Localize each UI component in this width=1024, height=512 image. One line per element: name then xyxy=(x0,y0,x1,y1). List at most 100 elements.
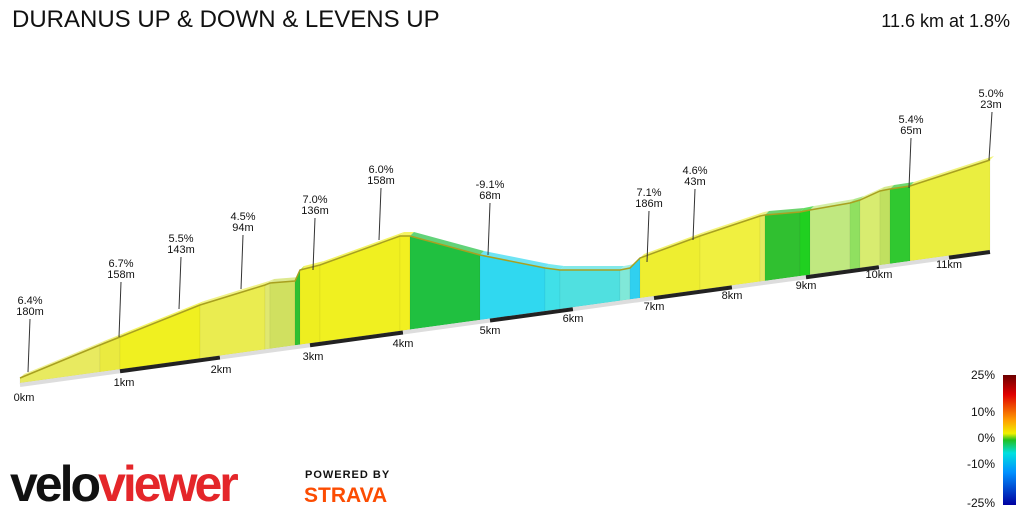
grade-legend-bar xyxy=(1003,375,1016,505)
strava: STRAVA xyxy=(304,484,387,507)
distance-label: 3km xyxy=(303,351,324,363)
profile-slice xyxy=(299,264,321,345)
annotation-leader xyxy=(646,210,650,263)
profile-top xyxy=(560,266,624,270)
annotation-length: 158m xyxy=(107,269,135,281)
profile-slice xyxy=(319,235,401,343)
legend-label: -25% xyxy=(967,496,995,510)
annotation-grade: 7.0% xyxy=(302,194,327,206)
annotation-leader xyxy=(312,217,316,271)
legend-label: -10% xyxy=(967,457,995,471)
legend-label: 25% xyxy=(971,368,995,382)
annotation-leader xyxy=(988,111,993,161)
annotation-leader xyxy=(118,281,122,338)
profile-top xyxy=(620,264,634,270)
distance-label: 9km xyxy=(796,280,817,292)
profile-slice xyxy=(119,304,201,370)
profile-top xyxy=(480,251,549,268)
profile-top xyxy=(270,277,299,283)
profile-slice xyxy=(699,215,761,291)
profile-top xyxy=(800,206,814,212)
annotation-grade: -9.1% xyxy=(476,179,505,191)
distance-strip xyxy=(948,250,991,260)
profile-top xyxy=(765,208,804,215)
annotation-length: 180m xyxy=(16,306,44,318)
profile-slice xyxy=(264,282,271,350)
profile-slice xyxy=(269,280,296,350)
annotation-leader xyxy=(178,256,182,310)
profile-slice xyxy=(909,159,991,262)
annotation-grade: 6.7% xyxy=(108,258,133,270)
annotation-leader xyxy=(908,137,912,189)
distance-strip xyxy=(402,318,491,335)
distance-strip xyxy=(489,307,574,323)
profile-top xyxy=(890,182,914,189)
annotation-grade: 4.5% xyxy=(230,211,255,223)
profile-slice xyxy=(764,211,801,282)
annotation-grade: 6.0% xyxy=(368,164,393,176)
distance-label: 4km xyxy=(393,338,414,350)
distance-strip xyxy=(805,265,880,280)
annotation-length: 65m xyxy=(900,125,921,137)
labels: 0km 1km 2km 3km 4km 5km 6km 7km 8km 9km 10km 11km 6.… xyxy=(14,88,1004,404)
profile-slice xyxy=(399,235,411,332)
annotation-leader xyxy=(240,234,244,290)
profile-slice xyxy=(859,190,881,269)
profile-slice xyxy=(294,269,301,346)
annotation-length: 158m xyxy=(367,175,395,187)
annotation-length: 23m xyxy=(980,99,1001,111)
distance-strip xyxy=(731,275,807,290)
profile-top xyxy=(810,199,854,210)
annotation-length: 68m xyxy=(479,190,500,202)
distance-label: 7km xyxy=(644,301,665,313)
distance-label: 0km xyxy=(14,392,35,404)
logo: veloviewer xyxy=(10,456,238,512)
profile-ridge xyxy=(19,159,991,379)
annotation-length: 94m xyxy=(232,222,253,234)
profile-slice xyxy=(889,185,911,264)
annotation-grade: 6.4% xyxy=(17,295,42,307)
distance-label: 11km xyxy=(936,259,962,271)
distance-strip xyxy=(653,285,733,301)
summary: 11.6 km at 1.8% xyxy=(881,11,1010,31)
profile-top xyxy=(400,232,414,236)
profile-top xyxy=(880,185,894,191)
profile-slice xyxy=(629,257,641,300)
profile-slice xyxy=(879,188,891,266)
annotation-grade: 7.1% xyxy=(636,187,661,199)
profile-slice xyxy=(799,209,811,277)
profile-slice xyxy=(849,199,861,270)
annotation-leader xyxy=(692,188,696,241)
annotation-grade: 4.6% xyxy=(682,165,707,177)
profile-slice xyxy=(619,267,631,302)
distance-label: 5km xyxy=(480,325,501,337)
annotation-length: 136m xyxy=(301,205,329,217)
distance-strip xyxy=(219,343,311,360)
annotation-grade: 5.4% xyxy=(898,114,923,126)
annotation-leader xyxy=(27,318,31,373)
distance-label: 1km xyxy=(114,377,135,389)
distance-label: 6km xyxy=(563,313,584,325)
title: DURANUS UP & DOWN & LEVENS UP xyxy=(12,6,440,33)
logo-velo: velo xyxy=(10,456,100,512)
distance-strip xyxy=(878,255,950,270)
profile-slice xyxy=(759,214,766,282)
distance-label: 8km xyxy=(722,290,743,302)
profile-slice xyxy=(809,202,851,275)
annotation-length: 43m xyxy=(684,176,705,188)
profile-slice xyxy=(544,267,561,312)
annotation-leader xyxy=(378,187,382,241)
distance-label: 10km xyxy=(866,269,893,281)
powered-by: POWERED BY xyxy=(305,469,390,481)
distance-strip xyxy=(19,369,121,387)
profile-top xyxy=(760,211,769,216)
distance-label: 2km xyxy=(211,364,232,376)
annotation-length: 143m xyxy=(167,244,195,256)
profile xyxy=(19,156,994,387)
distance-strip xyxy=(572,296,655,312)
distance-strip xyxy=(119,355,221,374)
distance-strip xyxy=(309,330,404,348)
annotation-length: 186m xyxy=(635,198,663,210)
annotation-leader xyxy=(487,202,491,256)
